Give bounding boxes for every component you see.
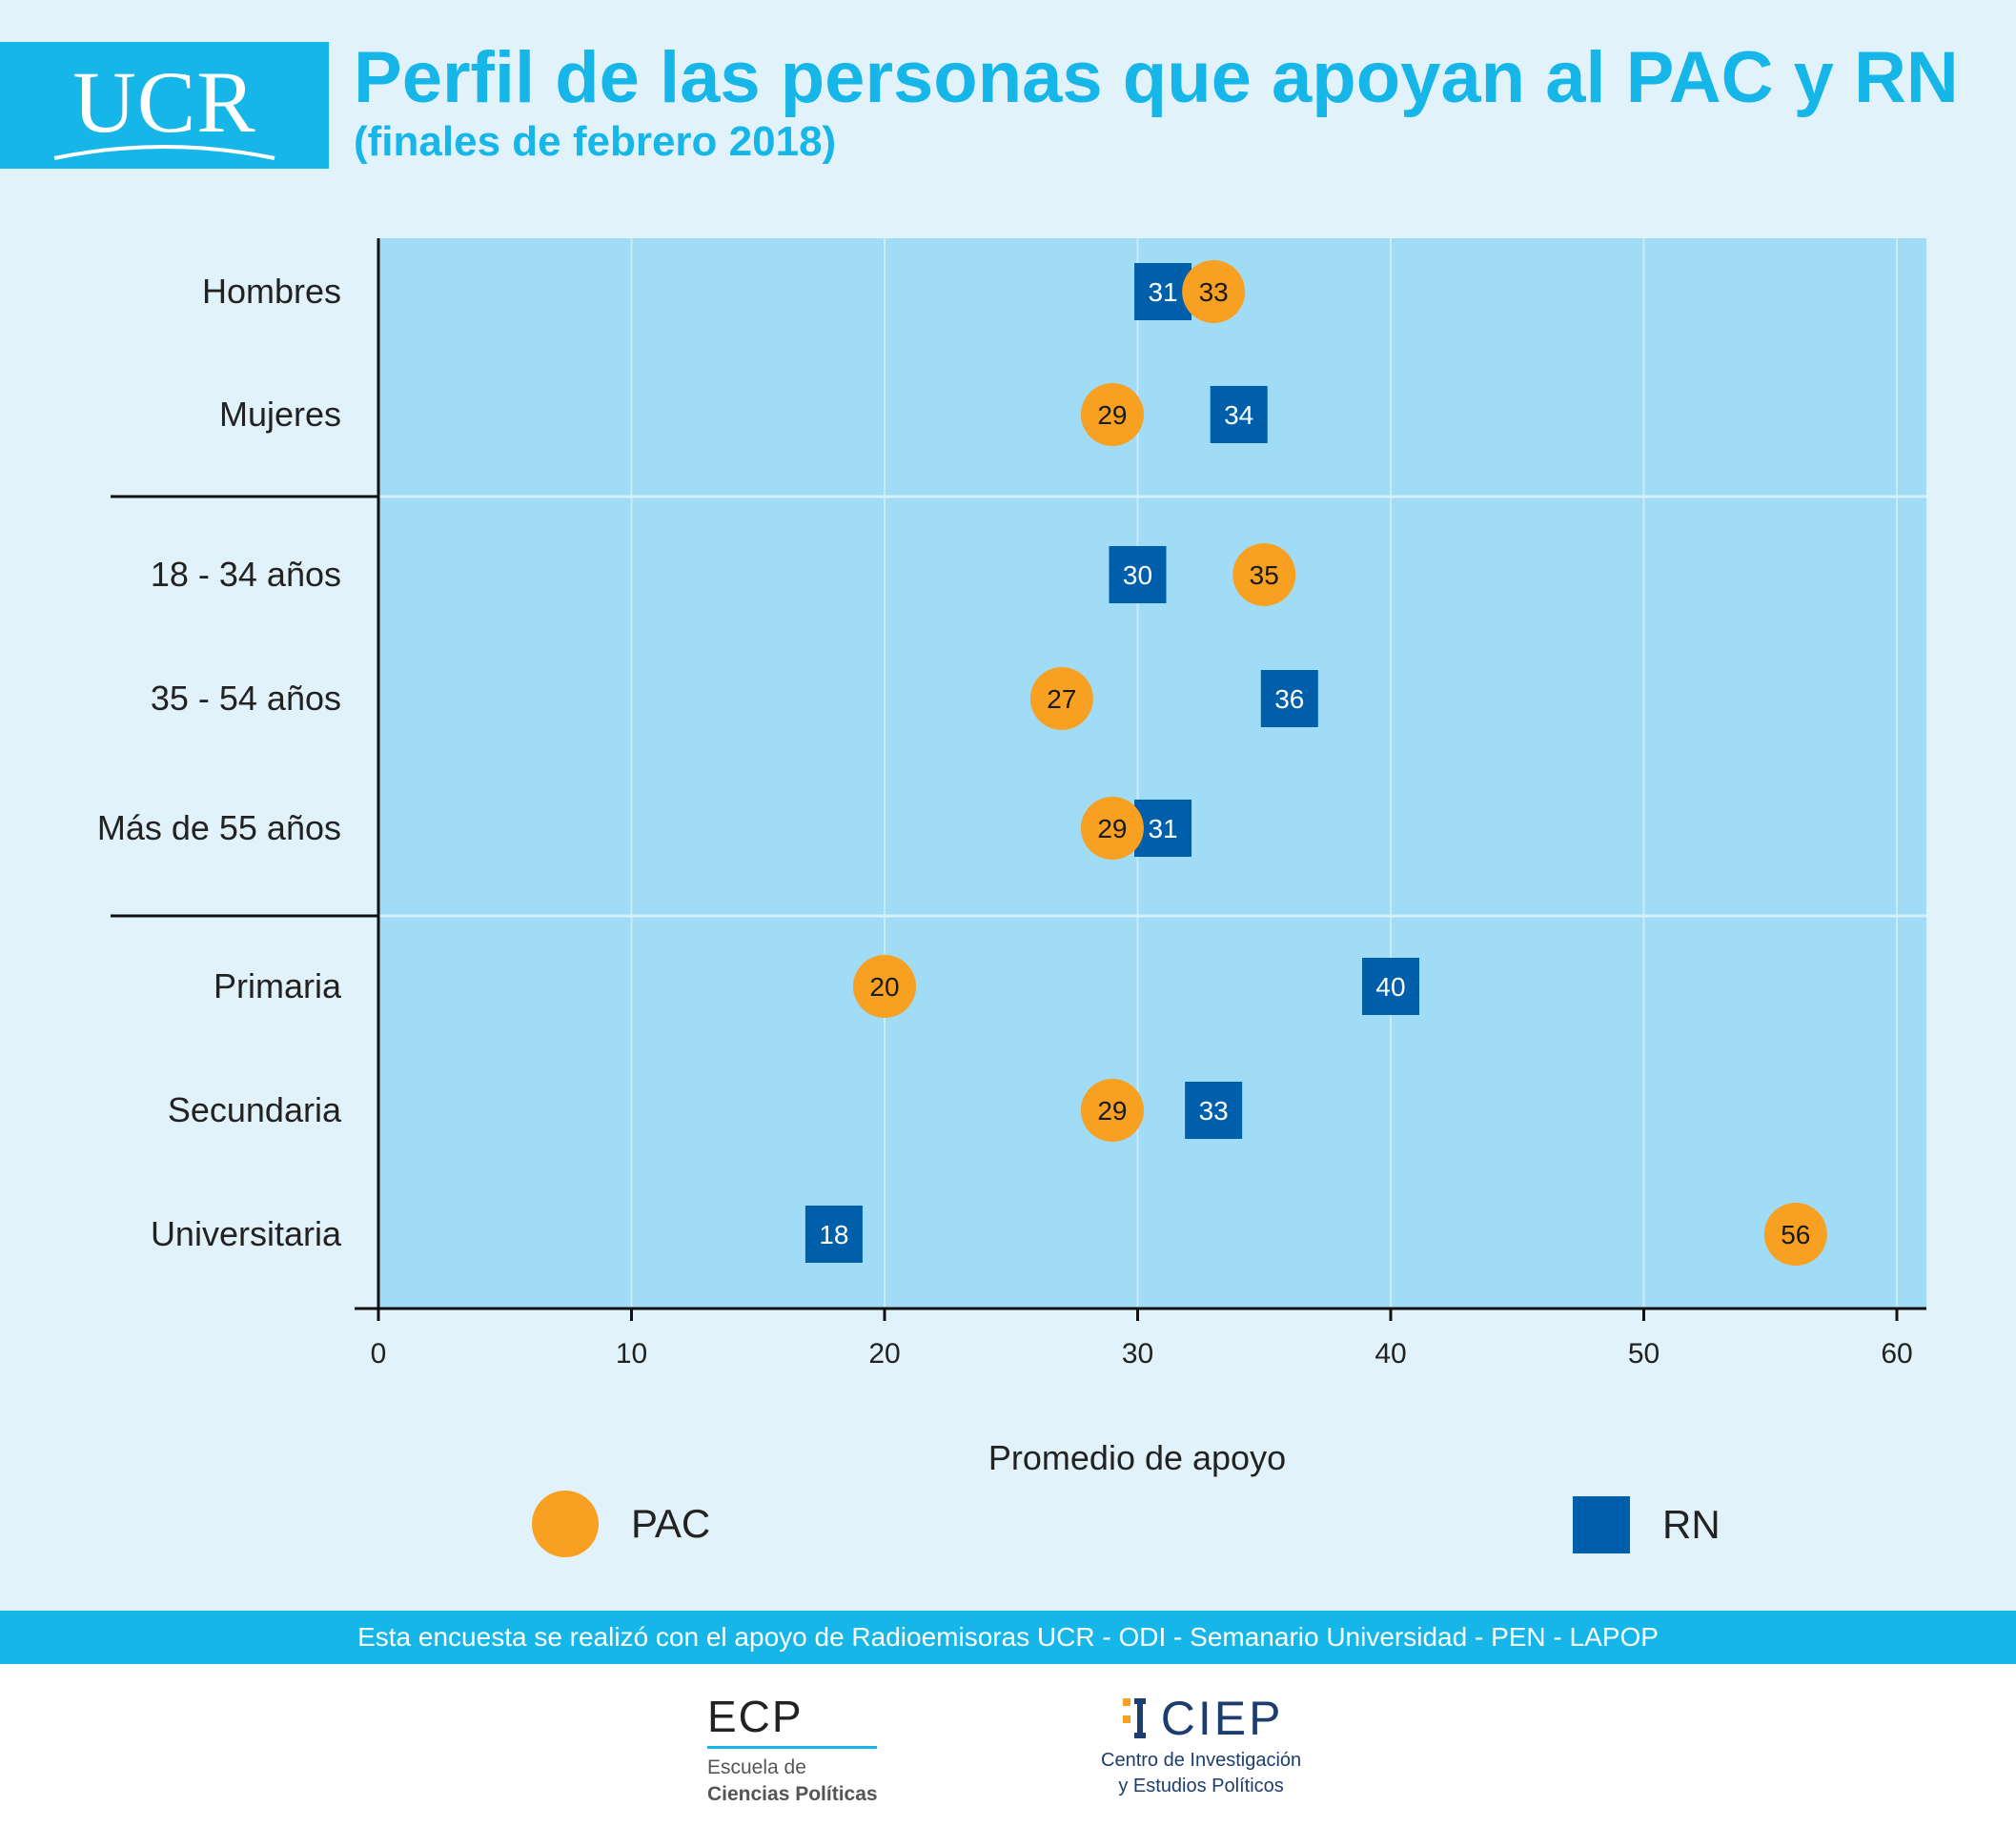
x-tick-label: 50 [1628,1338,1660,1370]
ecp-underline [707,1746,877,1749]
footer-logos: ECP Escuela de Ciencias Políticas CIEP C… [0,1664,2016,1847]
ciep-abbr: CIEP [1160,1692,1284,1745]
rn-data-label: 30 [1123,560,1152,590]
x-tick-label: 60 [1881,1338,1912,1370]
pac-data-label: 56 [1781,1220,1810,1249]
rn-point: 36 [1260,670,1318,727]
rn-data-label: 36 [1274,684,1304,714]
x-axis-title: Promedio de apoyo [988,1438,1286,1477]
rn-point: 18 [804,1206,863,1263]
rn-point: 33 [1185,1082,1243,1139]
pac-circle-marker [1029,667,1093,730]
rn-point: 31 [1134,800,1192,857]
pac-circle-marker [1080,797,1144,860]
rn-point: 30 [1109,546,1167,603]
ucr-logo-text: UCR [72,53,256,151]
ecp-line1: Escuela de [707,1756,806,1778]
rn-data-label: 33 [1199,1096,1229,1126]
rn-data-label: 40 [1375,972,1405,1002]
pac-point: 56 [1763,1203,1827,1266]
pac-circle-marker [1080,1079,1144,1142]
pac-circle-marker [1182,260,1246,323]
pac-data-label: 29 [1097,1096,1127,1126]
pac-data-label: 33 [1199,277,1229,307]
rn-square-marker [1260,670,1318,727]
pac-circle-marker [1232,543,1296,606]
category-label: Secundaria [168,1090,342,1129]
pac-point: 35 [1232,543,1296,606]
legend-pac-label: PAC [631,1501,711,1546]
rn-point: 34 [1210,386,1268,443]
chart-subtitle: (finales de febrero 2018) [354,118,837,165]
x-tick-label: 0 [371,1338,387,1370]
rn-square-marker [804,1206,863,1263]
pac-point: 29 [1080,1079,1144,1142]
legend-pac-marker [532,1491,599,1557]
ucr-logo: UCR [0,42,329,169]
rn-point: 31 [1134,263,1192,320]
category-label: Mujeres [219,395,341,434]
rn-data-label: 31 [1148,814,1177,843]
rn-square-marker [1134,800,1192,857]
ciep-line2: y Estudios Políticos [1118,1776,1284,1796]
ciep-logo: CIEP Centro de Investigación y Estudios … [1101,1691,1301,1797]
ciep-line1: Centro de Investigación [1101,1750,1302,1771]
x-tick-label: 30 [1122,1338,1153,1370]
ecp-abbr: ECP [707,1692,804,1741]
x-tick-label: 40 [1375,1338,1406,1370]
pac-data-label: 35 [1250,560,1279,590]
legend-item-rn: RN [1573,1496,1721,1553]
rn-data-label: 31 [1148,277,1177,307]
pac-point: 29 [1080,383,1144,446]
pac-data-label: 27 [1047,684,1076,714]
rn-point: 40 [1362,958,1419,1015]
category-label: Primaria [214,966,342,1005]
x-tick-label: 20 [868,1338,900,1370]
rn-data-label: 34 [1224,400,1253,430]
pac-data-label: 20 [869,972,899,1002]
category-label: 35 - 54 años [151,679,341,718]
ecp-logo: ECP Escuela de Ciencias Políticas [707,1691,878,1806]
plot-area [378,238,1926,1309]
rn-square-marker [1210,386,1268,443]
x-tick-label: 10 [616,1338,647,1370]
ciep-emblem-icon [1122,1698,1146,1738]
rn-data-label: 18 [819,1220,848,1249]
category-label: Universitaria [151,1214,342,1253]
pac-point: 29 [1080,797,1144,860]
ucr-logo-swoosh [53,145,275,160]
ecp-line2: Ciencias Políticas [707,1783,878,1805]
pac-data-label: 29 [1097,400,1127,430]
chart-title: Perfil de las personas que apoyan al PAC… [354,37,1959,118]
category-label: Hombres [202,272,341,311]
sponsor-band: Esta encuesta se realizó con el apoyo de… [0,1611,2016,1664]
category-label: Más de 55 años [97,808,341,847]
rn-square-marker [1134,263,1192,320]
rn-square-marker [1109,546,1167,603]
dot-plot: 0 10 20 30 40 50 60 Hombres Mujeres 18 - 34 años 3… [97,238,1926,1477]
pac-point: 20 [853,955,916,1018]
pac-circle-marker [1080,383,1144,446]
pac-point: 27 [1029,667,1093,730]
pac-circle-marker [853,955,916,1018]
category-label: 18 - 34 años [151,555,341,594]
pac-point: 33 [1182,260,1246,323]
pac-circle-marker [1763,1203,1827,1266]
legend-item-pac: PAC [532,1491,710,1557]
pac-data-label: 29 [1097,814,1127,843]
rn-square-marker [1185,1082,1243,1139]
legend-rn-marker [1573,1496,1630,1553]
legend-rn-label: RN [1662,1502,1721,1547]
rn-square-marker [1362,958,1419,1015]
